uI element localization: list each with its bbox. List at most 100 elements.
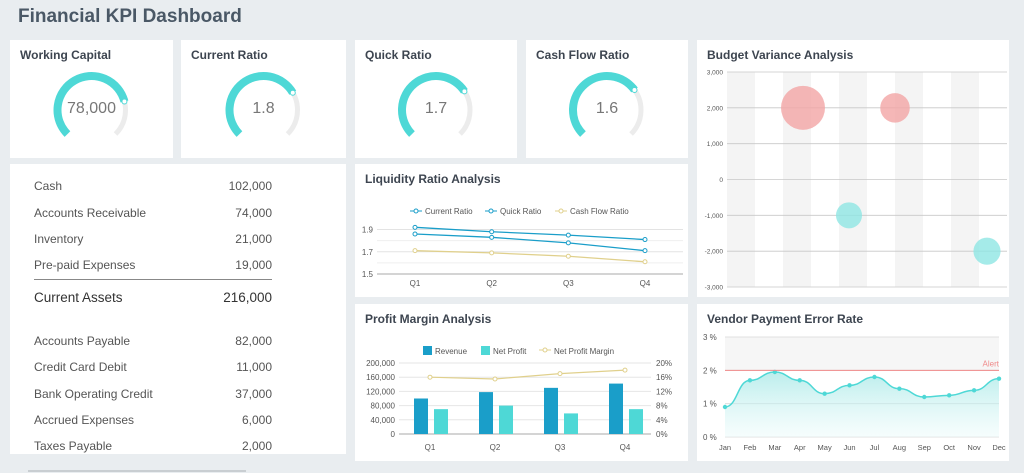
item-label: Taxes Payable xyxy=(34,439,113,453)
chart-title: Vendor Payment Error Rate xyxy=(707,312,864,326)
y-tick-label: 1.7 xyxy=(362,248,374,257)
list-item: Inventory 21,000 xyxy=(34,232,272,246)
item-value: 82,000 xyxy=(235,334,272,348)
data-point xyxy=(412,224,418,230)
item-label: Accounts Payable xyxy=(34,334,131,348)
vendor-chart: 3 % 2 % 1 % 0 % Alert Jan Feb Mar Apr May Jun Jul Au… xyxy=(703,333,1006,452)
y2-tick-label: 16% xyxy=(656,373,672,382)
gauge-fill xyxy=(569,72,638,137)
data-point xyxy=(565,253,571,259)
gauge-card-cash-flow-ratio[interactable]: Cash Flow Ratio 1.6 xyxy=(526,40,688,158)
data-point xyxy=(427,374,433,380)
data-point xyxy=(797,378,802,383)
bubble xyxy=(835,202,863,229)
bar-revenue xyxy=(479,392,493,434)
data-point xyxy=(557,371,563,377)
data-point xyxy=(847,383,852,388)
y-tick-label: 3 % xyxy=(703,333,717,342)
series-line xyxy=(414,233,646,252)
item-label: Bank Operating Credit xyxy=(34,387,153,401)
y-tick-label: 1 % xyxy=(703,400,717,409)
alert-zone xyxy=(725,337,999,371)
list-item: Accounts Receivable 74,000 xyxy=(34,206,272,220)
data-point xyxy=(897,386,902,391)
legend-label: Net Profit Margin xyxy=(554,347,614,356)
x-tick-label: Q3 xyxy=(563,279,574,288)
data-point xyxy=(971,388,977,393)
data-point xyxy=(642,248,648,254)
x-tick-label: Q4 xyxy=(640,279,651,288)
gauge-fill xyxy=(398,72,468,137)
legend-label: Revenue xyxy=(435,347,468,356)
data-point xyxy=(489,250,495,256)
x-tick-label: Jan xyxy=(719,443,731,452)
data-point xyxy=(489,229,495,235)
x-tick-label: Dec xyxy=(992,443,1006,452)
item-value: 37,000 xyxy=(235,387,272,401)
x-tick-label: Aug xyxy=(893,443,906,452)
chart-title: Liquidity Ratio Analysis xyxy=(365,172,501,186)
y-tick-label: -1,000 xyxy=(705,213,724,220)
gauge-fill xyxy=(225,72,297,137)
legend-label: Quick Ratio xyxy=(500,207,542,216)
gauge-handle xyxy=(289,89,296,96)
legend-swatch xyxy=(481,346,490,355)
list-item: Bank Operating Credit 37,000 xyxy=(34,387,272,401)
gauge-card-working-capital[interactable]: Working Capital 78,000 xyxy=(10,40,173,158)
y2-tick-label: 4% xyxy=(656,416,668,425)
list-item: Cash 102,000 xyxy=(34,179,272,193)
scroll-indicator[interactable] xyxy=(28,470,246,472)
legend-marker xyxy=(542,347,548,353)
gauge-title: Quick Ratio xyxy=(365,48,432,62)
y2-tick-label: 12% xyxy=(656,387,672,396)
x-tick-label: Feb xyxy=(743,443,756,452)
legend-marker xyxy=(488,208,494,214)
item-value: 11,000 xyxy=(236,360,272,374)
item-label: Pre-paid Expenses xyxy=(34,258,136,272)
item-label: Accounts Receivable xyxy=(34,206,147,220)
bar-net-profit xyxy=(499,405,513,434)
profit-chart: 200,000 20% 160,000 16% 120,000 12% 80,000 8% 40… xyxy=(366,346,672,452)
budget-card: Budget Variance Analysis 3,000 2,000 1,000… xyxy=(697,40,1009,297)
bubble xyxy=(880,93,910,123)
x-tick-label: Apr xyxy=(794,443,806,452)
y2-tick-label: 8% xyxy=(656,402,668,411)
item-value: 102,000 xyxy=(228,179,272,193)
gauge-title: Current Ratio xyxy=(191,48,268,62)
gauge-value: 1.7 xyxy=(424,100,448,117)
data-point xyxy=(642,237,648,243)
gauge-working-capital xyxy=(53,72,129,137)
gauge-handle xyxy=(121,98,128,105)
data-point xyxy=(412,231,418,237)
data-point xyxy=(946,393,952,398)
data-point xyxy=(872,374,877,380)
bubble xyxy=(781,85,825,130)
item-label: Inventory xyxy=(34,232,84,246)
y-tick-label: 2,000 xyxy=(707,105,724,112)
y-tick-label: 0 xyxy=(719,177,723,184)
y-tick-label: 0 % xyxy=(703,433,717,442)
list-item: Taxes Payable 2,000 xyxy=(34,439,272,453)
data-point xyxy=(565,232,571,238)
legend-label: Cash Flow Ratio xyxy=(570,207,629,216)
gauge-value: 1.8 xyxy=(252,100,275,117)
data-point xyxy=(772,369,778,375)
x-tick-label: Q1 xyxy=(410,279,421,288)
data-point xyxy=(412,248,418,254)
divider xyxy=(34,279,272,280)
gauge-value: 1.6 xyxy=(595,100,619,117)
gauge-card-current-ratio[interactable]: Current Ratio 1.8 xyxy=(181,40,346,158)
gauge-card-quick-ratio[interactable]: Quick Ratio 1.7 xyxy=(355,40,517,158)
gauge-fill xyxy=(53,72,129,137)
list-item: Accrued Expenses 6,000 xyxy=(34,413,272,427)
gauge-handle xyxy=(461,88,468,95)
gauge-quick-ratio xyxy=(398,72,473,137)
x-tick-label: Mar xyxy=(768,443,781,452)
y-tick-label: 80,000 xyxy=(371,402,396,411)
data-point xyxy=(922,394,927,400)
data-point xyxy=(489,234,495,240)
series-line xyxy=(414,226,646,241)
total-value: 216,000 xyxy=(223,290,272,305)
y-tick-label: -2,000 xyxy=(705,249,724,256)
y-tick-label: 160,000 xyxy=(366,373,395,382)
